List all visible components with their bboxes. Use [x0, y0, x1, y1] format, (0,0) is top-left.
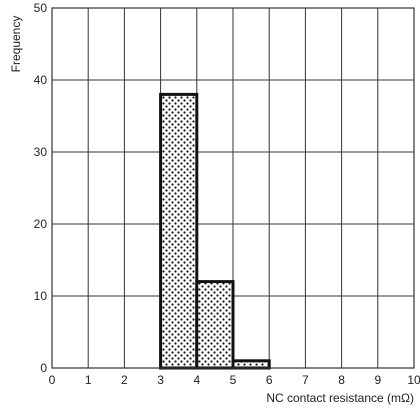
x-tick-label-10: 10 [407, 373, 420, 387]
y-tick-label-50: 50 [34, 1, 48, 15]
x-tick-label-1: 1 [85, 373, 92, 387]
x-tick-label-9: 9 [374, 373, 381, 387]
plot-frame [51, 7, 415, 369]
y-tick-label-10: 10 [34, 289, 48, 303]
y-axis-title: Frequency [9, 16, 23, 73]
plot-border [51, 7, 415, 369]
histogram-bar-4-5 [195, 280, 235, 370]
x-tick-label-0: 0 [49, 373, 56, 387]
histogram-bar-3-4 [159, 92, 199, 370]
y-tick-label-40: 40 [34, 73, 48, 87]
x-axis-title: NC contact resistance (mΩ) [266, 391, 414, 405]
x-tick-label-3: 3 [157, 373, 164, 387]
histogram-bar-5-6 [231, 359, 271, 370]
x-tick-label-4: 4 [193, 373, 200, 387]
x-tick-label-8: 8 [338, 373, 345, 387]
y-tick-labels: 0 10 20 30 40 50 [34, 1, 48, 375]
y-tick-label-30: 30 [34, 145, 48, 159]
histogram-bars [159, 92, 271, 370]
x-tick-label-5: 5 [230, 373, 237, 387]
y-tick-label-0: 0 [40, 361, 47, 375]
x-tick-label-2: 2 [121, 373, 128, 387]
y-tick-label-20: 20 [34, 217, 48, 231]
x-tick-label-7: 7 [302, 373, 309, 387]
x-tick-label-6: 6 [266, 373, 273, 387]
x-tick-labels: 0 1 2 3 4 5 6 7 8 9 10 [49, 373, 420, 387]
